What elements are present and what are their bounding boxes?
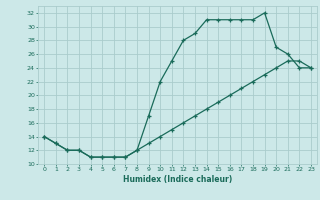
X-axis label: Humidex (Indice chaleur): Humidex (Indice chaleur) [123,175,232,184]
